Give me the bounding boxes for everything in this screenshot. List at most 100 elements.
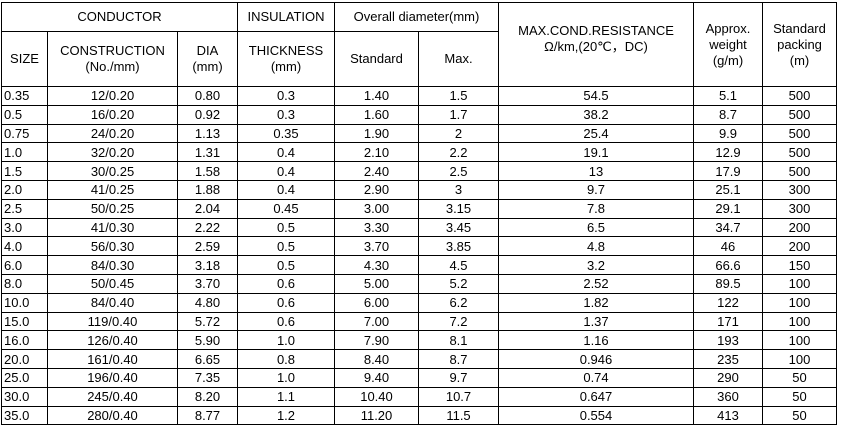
data-cell: 2.90: [334, 179, 419, 200]
header-text-line: (mm): [192, 59, 223, 74]
data-cell: 200: [762, 217, 837, 238]
header-text-line: CONSTRUCTION: [60, 43, 165, 58]
data-cell: 4.8: [498, 236, 694, 257]
data-cell: 16.0: [1, 330, 48, 351]
data-cell: 280/0.40: [47, 405, 178, 426]
data-cell: 6.5: [498, 217, 694, 238]
data-cell: 0.35: [237, 123, 335, 144]
data-cell: 56/0.30: [47, 236, 178, 257]
data-cell: 5.90: [177, 330, 238, 351]
data-cell: 2.5: [1, 198, 48, 219]
data-cell: 300: [762, 198, 837, 219]
header-cell: CONSTRUCTION (No./mm): [47, 31, 178, 87]
data-cell: 3.85: [418, 236, 499, 257]
header-cell: THICKNESS (mm): [237, 31, 335, 87]
data-cell: 500: [762, 161, 837, 181]
header-cell: CONDUCTOR: [1, 2, 238, 32]
data-cell: 126/0.40: [47, 330, 178, 351]
data-cell: 12/0.20: [47, 86, 178, 106]
data-cell: 0.6: [237, 311, 335, 332]
data-cell: 17.9: [693, 161, 763, 181]
header-text-line: Standard: [773, 20, 826, 36]
data-cell: 1.5: [418, 86, 499, 106]
data-cell: 2.10: [334, 142, 419, 163]
data-cell: 10.0: [1, 292, 48, 313]
data-cell: 100: [762, 292, 837, 313]
data-cell: 1.58: [177, 161, 238, 181]
data-cell: 8.77: [177, 405, 238, 426]
data-row: 16.0 126/0.40 5.90 1.0 7.90 8.1 1.16 193 100: [1, 330, 837, 351]
header-cell: Standard packing (m): [762, 2, 837, 87]
data-cell: 0.8: [237, 349, 335, 369]
header-text-line: packing: [777, 36, 822, 52]
data-row: 1.5 30/0.25 1.58 0.4 2.40 2.5 13 17.9 500: [1, 161, 837, 181]
data-cell: 1.0: [1, 142, 48, 163]
data-row: 4.0 56/0.30 2.59 0.5 3.70 3.85 4.8 46 200: [1, 236, 837, 257]
data-row: 25.0 196/0.40 7.35 1.0 9.40 9.7 0.74 290 50: [1, 367, 837, 388]
data-cell: 3.2: [498, 255, 694, 275]
data-cell: 2.2: [418, 142, 499, 163]
data-cell: 360: [693, 386, 763, 407]
data-cell: 245/0.40: [47, 386, 178, 407]
data-cell: 1.88: [177, 179, 238, 200]
data-cell: 9.9: [693, 123, 763, 144]
data-cell: 196/0.40: [47, 367, 178, 388]
data-row: 0.5 16/0.20 0.92 0.3 1.60 1.7 38.2 8.7 500: [1, 104, 837, 125]
data-cell: 89.5: [693, 273, 763, 294]
data-row: 20.0 161/0.40 6.65 0.8 8.40 8.7 0.946 235 100: [1, 349, 837, 369]
header-row: CONDUCTOR INSULATION Overall diameter(mm…: [1, 2, 837, 87]
data-cell: 0.5: [237, 255, 335, 275]
data-cell: 0.5: [237, 217, 335, 238]
data-cell: 20.0: [1, 349, 48, 369]
data-cell: 4.30: [334, 255, 419, 275]
data-cell: 25.0: [1, 367, 48, 388]
data-cell: 6.0: [1, 255, 48, 275]
data-cell: 0.6: [237, 273, 335, 294]
data-cell: 25.4: [498, 123, 694, 144]
data-cell: 34.7: [693, 217, 763, 238]
data-cell: 9.7: [498, 179, 694, 200]
header-cell: MAX.COND.RESISTANCE Ω/km,(20℃，DC): [498, 2, 694, 87]
data-cell: 1.37: [498, 311, 694, 332]
data-cell: 1.5: [1, 161, 48, 181]
header-text-line: (mm): [270, 59, 302, 74]
data-cell: 2: [418, 123, 499, 144]
data-cell: 5.1: [693, 86, 763, 106]
data-cell: 3.0: [1, 217, 48, 238]
data-cell: 5.72: [177, 311, 238, 332]
data-cell: 1.16: [498, 330, 694, 351]
data-cell: 100: [762, 330, 837, 351]
data-cell: 7.90: [334, 330, 419, 351]
data-cell: 100: [762, 311, 837, 332]
data-cell: 290: [693, 367, 763, 388]
data-cell: 1.7: [418, 104, 499, 125]
data-cell: 8.20: [177, 386, 238, 407]
header-text-line: (No./mm): [85, 59, 140, 74]
data-cell: 1.60: [334, 104, 419, 125]
data-row: 10.0 84/0.40 4.80 0.6 6.00 6.2 1.82 122 100: [1, 292, 837, 313]
data-row: 1.0 32/0.20 1.31 0.4 2.10 2.2 19.1 12.9 500: [1, 142, 837, 163]
data-cell: 0.45: [237, 198, 335, 219]
data-cell: 84/0.30: [47, 255, 178, 275]
data-cell: 0.92: [177, 104, 238, 125]
data-cell: 171: [693, 311, 763, 332]
data-cell: 29.1: [693, 198, 763, 219]
data-cell: 41/0.25: [47, 179, 178, 200]
data-cell: 24/0.20: [47, 123, 178, 144]
data-cell: 0.3: [237, 86, 335, 106]
data-row: 0.35 12/0.20 0.80 0.3 1.40 1.5 54.5 5.1 500: [1, 86, 837, 106]
data-cell: 1.0: [237, 330, 335, 351]
data-row: 2.5 50/0.25 2.04 0.45 3.00 3.15 7.8 29.1 300: [1, 198, 837, 219]
data-cell: 0.3: [237, 104, 335, 125]
header-cell: SIZE: [1, 31, 48, 87]
data-cell: 3.70: [334, 236, 419, 257]
header-cell: INSULATION: [237, 2, 335, 32]
data-cell: 0.35: [1, 86, 48, 106]
data-cell: 30/0.25: [47, 161, 178, 181]
data-cell: 30.0: [1, 386, 48, 407]
data-cell: 0.946: [498, 349, 694, 369]
data-row: 3.0 41/0.30 2.22 0.5 3.30 3.45 6.5 34.7 200: [1, 217, 837, 238]
data-cell: 2.40: [334, 161, 419, 181]
data-cell: 0.4: [237, 179, 335, 200]
data-cell: 8.40: [334, 349, 419, 369]
